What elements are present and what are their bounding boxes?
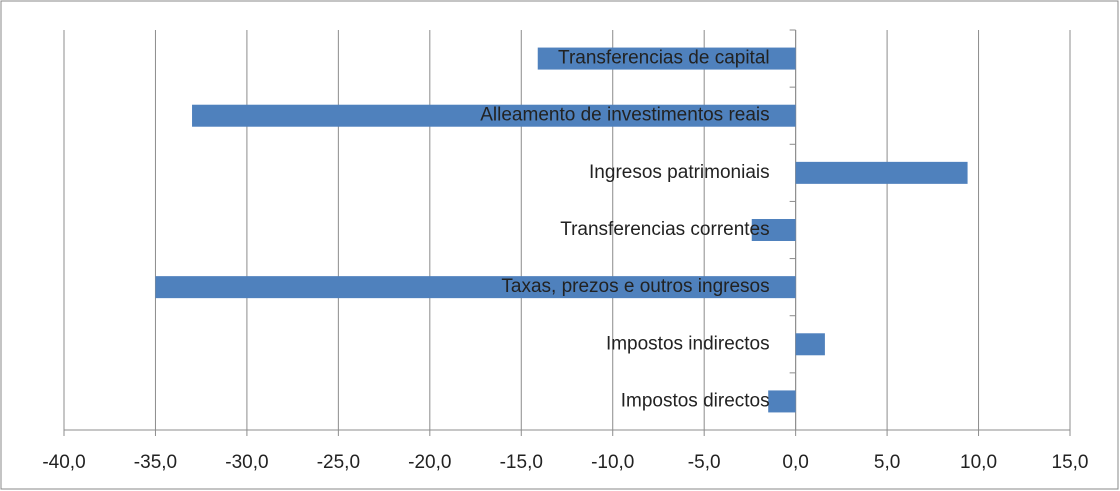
x-tick-label: -25,0: [317, 452, 360, 473]
x-tick-label: 10,0: [960, 452, 997, 473]
x-tick-label: -20,0: [408, 452, 451, 473]
bar: [795, 333, 825, 356]
x-tick-label: -40,0: [42, 452, 85, 473]
bar: [795, 161, 968, 184]
bar: [537, 47, 796, 70]
bar: [751, 219, 796, 241]
y-tick-label: Alleamento de investimentos reais: [480, 105, 769, 126]
x-tick-label: 5,0: [874, 452, 900, 473]
x-tick-label: -35,0: [134, 452, 177, 473]
bar: [155, 276, 796, 299]
x-tick-label: 0,0: [782, 452, 808, 473]
y-tick-label: Taxas, prezos e outros ingresos: [501, 276, 769, 297]
y-tick-label: Impostos directos: [621, 390, 770, 411]
bar: [192, 104, 796, 127]
y-tick-label: Transferencias de capital: [558, 48, 770, 69]
x-tick-label: -15,0: [500, 452, 543, 473]
x-tick-label: -5,0: [688, 452, 721, 473]
x-tick-label: -30,0: [225, 452, 268, 473]
x-tick-label: -10,0: [591, 452, 634, 473]
x-tick-label: 15,0: [1052, 452, 1089, 473]
y-tick-label: Transferencias correntes: [560, 219, 769, 240]
y-tick-label: Impostos indirectos: [606, 333, 770, 354]
y-tick-label: Ingresos patrimoniais: [589, 162, 770, 183]
bar: [768, 390, 796, 413]
